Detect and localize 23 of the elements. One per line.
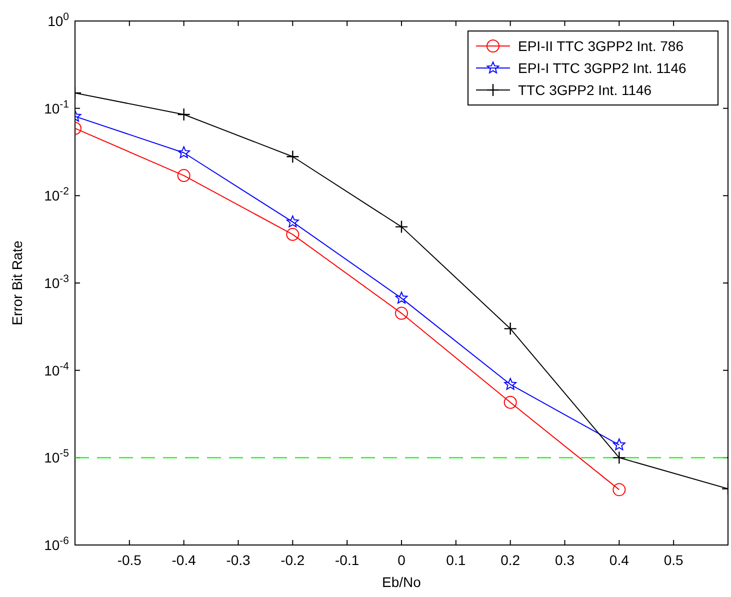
y-tick-label: 10$^{-6}$ bbox=[44, 535, 70, 553]
x-tick-label: -0.1 bbox=[335, 552, 360, 568]
x-tick-label: -0.2 bbox=[280, 552, 305, 568]
x-tick-label: -0.5 bbox=[117, 552, 142, 568]
y-tick-label: 10$^{-1}$ bbox=[44, 98, 70, 116]
x-tick-label: 0.5 bbox=[664, 552, 684, 568]
x-tick-label: -0.3 bbox=[226, 552, 251, 568]
y-axis-title: Error Bit Rate bbox=[9, 240, 25, 326]
x-tick-label: 0.4 bbox=[609, 552, 630, 568]
y-tick-label: 10$^{0}$ bbox=[48, 11, 70, 29]
legend-label: TTC 3GPP2 Int. 1146 bbox=[518, 82, 652, 98]
x-axis-title: Eb/No bbox=[382, 574, 422, 590]
x-tick-label: 0 bbox=[398, 552, 406, 568]
y-tick-label: 10$^{-3}$ bbox=[44, 273, 70, 291]
x-tick-label: 0.3 bbox=[555, 552, 575, 568]
x-tick-label: 0.1 bbox=[446, 552, 466, 568]
x-tick-label: -0.4 bbox=[172, 552, 196, 568]
x-tick-label: 0.2 bbox=[500, 552, 520, 568]
legend-label: EPI-I TTC 3GPP2 Int. 1146 bbox=[518, 60, 687, 76]
y-tick-label: 10$^{-5}$ bbox=[44, 448, 70, 466]
y-tick-label: 10$^{-4}$ bbox=[44, 360, 70, 378]
y-tick-label: 10$^{-2}$ bbox=[44, 186, 70, 204]
legend-label: EPI-II TTC 3GPP2 Int. 786 bbox=[518, 38, 684, 54]
